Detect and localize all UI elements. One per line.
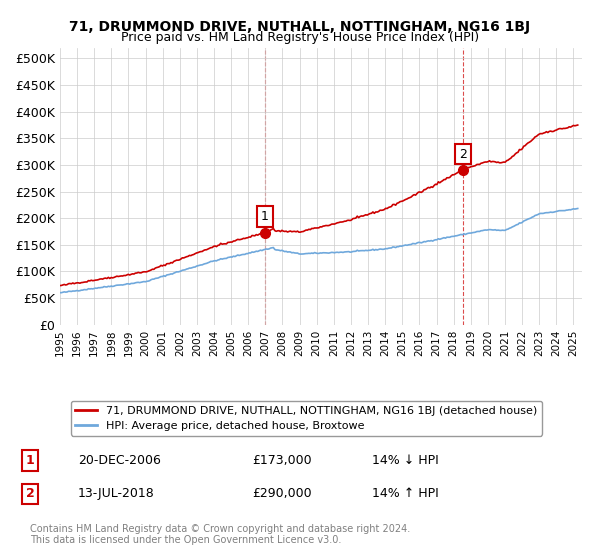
Text: £173,000: £173,000 <box>252 454 311 467</box>
Text: Contains HM Land Registry data © Crown copyright and database right 2024.
This d: Contains HM Land Registry data © Crown c… <box>30 524 410 545</box>
Legend: 71, DRUMMOND DRIVE, NUTHALL, NOTTINGHAM, NG16 1BJ (detached house), HPI: Average: 71, DRUMMOND DRIVE, NUTHALL, NOTTINGHAM,… <box>71 401 542 436</box>
Text: 1: 1 <box>261 210 269 223</box>
Text: 14% ↑ HPI: 14% ↑ HPI <box>372 487 439 501</box>
Text: 20-DEC-2006: 20-DEC-2006 <box>78 454 161 467</box>
Text: £290,000: £290,000 <box>252 487 311 501</box>
Text: 71, DRUMMOND DRIVE, NUTHALL, NOTTINGHAM, NG16 1BJ: 71, DRUMMOND DRIVE, NUTHALL, NOTTINGHAM,… <box>70 20 530 34</box>
Text: 1: 1 <box>26 454 34 467</box>
Text: 2: 2 <box>26 487 34 501</box>
Text: 2: 2 <box>459 148 467 161</box>
Text: 14% ↓ HPI: 14% ↓ HPI <box>372 454 439 467</box>
Text: Price paid vs. HM Land Registry's House Price Index (HPI): Price paid vs. HM Land Registry's House … <box>121 31 479 44</box>
Text: 13-JUL-2018: 13-JUL-2018 <box>78 487 155 501</box>
